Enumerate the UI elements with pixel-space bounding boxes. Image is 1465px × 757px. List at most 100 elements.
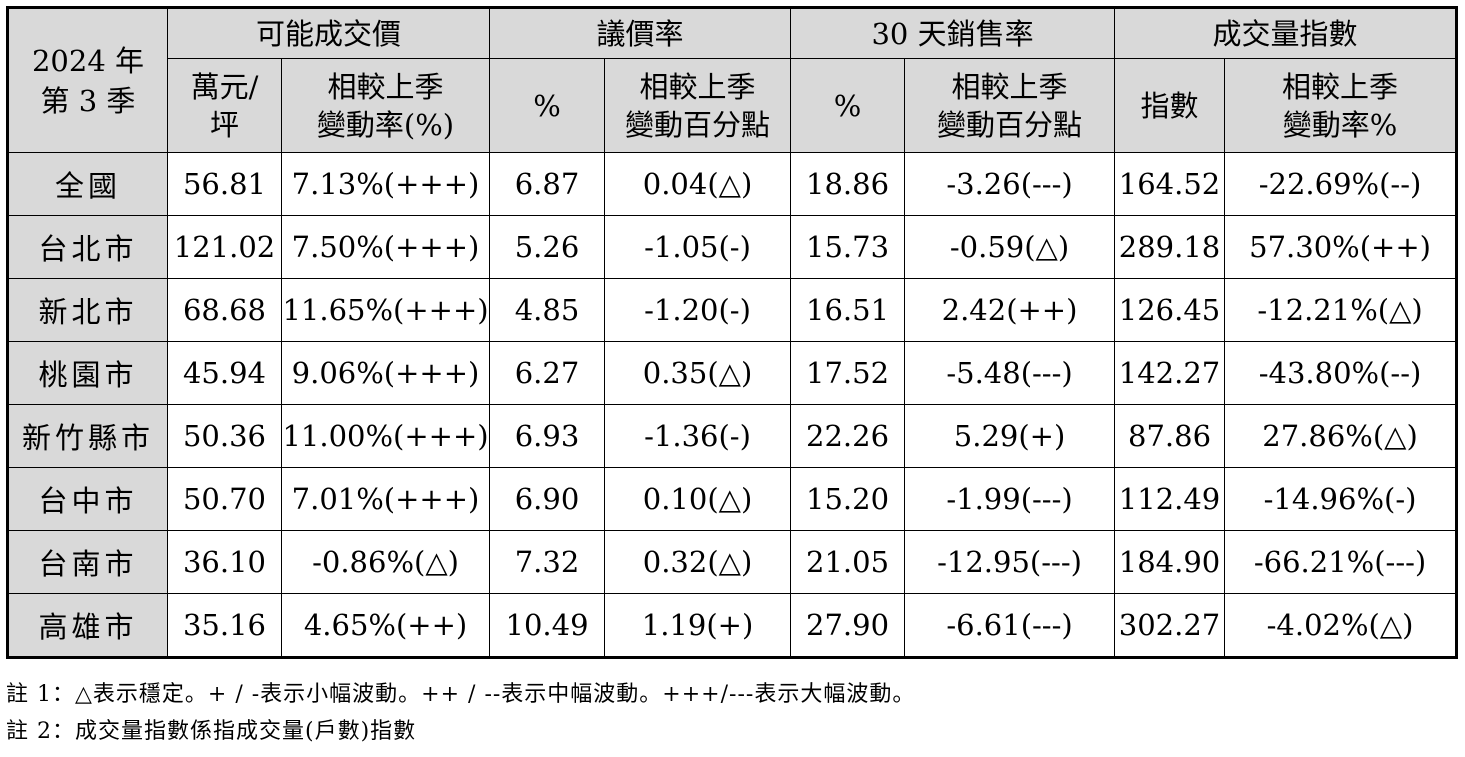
cell-sales-rate: 15.73: [790, 215, 906, 279]
cell-volume-change-rate: -12.21%(△): [1224, 278, 1458, 342]
cell-sales-change: -0.59(△): [904, 215, 1116, 279]
region-cell: 台北市: [7, 215, 168, 279]
group-header-bargain-rate: 議價率: [489, 7, 792, 59]
cell-bargain-rate: 6.90: [489, 467, 606, 531]
table-body: 全國 56.81 7.13%(+++) 6.87 0.04(△) 18.86 -3.26(-…: [7, 152, 1458, 658]
cell-volume-change-rate: -4.02%(△): [1224, 593, 1458, 658]
cell-price-per-ping: 50.36: [167, 404, 282, 468]
sub-header-price-unit: 萬元/ 坪: [167, 58, 282, 153]
table-row: 高雄市 35.16 4.65%(++) 10.49 1.19(+) 27.90 -6.61(…: [7, 593, 1458, 658]
footnote-1: 註 1：△表示穩定。+ / -表示小幅波動。++ / --表示中幅波動。+++/…: [6, 682, 916, 707]
cell-bargain-change: 0.10(△): [604, 467, 792, 531]
sub-header-row: 萬元/ 坪 相較上季 變動率(%) % 相較上季 變動百分點 %: [8, 58, 1458, 153]
cell-price-per-ping: 121.02: [167, 215, 282, 279]
cell-price-change-rate: 7.50%(+++): [280, 215, 491, 279]
cell-volume-index: 302.27: [1114, 593, 1226, 658]
cell-price-change-rate: 7.13%(+++): [280, 152, 491, 216]
cell-sales-rate: 16.51: [790, 278, 906, 342]
housing-market-table-container: 2024 年 第 3 季 可能成交價 議價率 30 天銷售率 成交量指數 萬元/…: [6, 6, 1459, 659]
cell-bargain-rate: 6.87: [489, 152, 606, 216]
corner-header-year: 2024 年: [31, 43, 145, 78]
cell-sales-change: -12.95(---): [904, 530, 1116, 594]
group-header-30day-sales-rate: 30 天銷售率: [790, 7, 1116, 59]
cell-sales-change: -5.48(---): [904, 341, 1116, 405]
cell-price-change-rate: -0.86%(△): [280, 530, 491, 594]
table-row: 台北市 121.02 7.50%(+++) 5.26 -1.05(-) 15.73 -0.5…: [7, 215, 1458, 279]
cell-volume-change-rate: -14.96%(-): [1224, 467, 1458, 531]
cell-sales-rate: 22.26: [790, 404, 906, 468]
sub-header-bargain-change: 相較上季 變動百分點: [604, 58, 792, 153]
cell-volume-index: 126.45: [1114, 278, 1226, 342]
region-cell: 新北市: [7, 278, 168, 342]
cell-bargain-rate: 6.27: [489, 341, 606, 405]
cell-volume-index: 184.90: [1114, 530, 1226, 594]
cell-price-change-rate: 11.65%(+++): [280, 278, 491, 342]
sub-header-index: 指數: [1114, 58, 1226, 153]
table-row: 全國 56.81 7.13%(+++) 6.87 0.04(△) 18.86 -3.26(-…: [7, 152, 1458, 216]
cell-price-change-rate: 7.01%(+++): [280, 467, 491, 531]
group-header-row: 2024 年 第 3 季 可能成交價 議價率 30 天銷售率 成交量指數: [7, 7, 1458, 153]
cell-sales-change: -6.61(---): [904, 593, 1116, 658]
cell-volume-change-rate: -43.80%(--): [1224, 341, 1458, 405]
cell-volume-change-rate: -22.69%(--): [1224, 152, 1458, 216]
group-header-volume-index: 成交量指數: [1114, 7, 1458, 59]
table-row: 新竹縣市 50.36 11.00%(+++) 6.93 -1.36(-) 22.26 5.2…: [7, 404, 1458, 468]
cell-sales-change: 5.29(+): [904, 404, 1116, 468]
sub-header-index-change: 相較上季 變動率%: [1224, 58, 1458, 153]
cell-sales-rate: 15.20: [790, 467, 906, 531]
cell-price-change-rate: 11.00%(+++): [280, 404, 491, 468]
cell-sales-rate: 17.52: [790, 341, 906, 405]
cell-sales-rate: 21.05: [790, 530, 906, 594]
cell-price-per-ping: 68.68: [167, 278, 282, 342]
cell-bargain-change: -1.20(-): [604, 278, 792, 342]
cell-sales-rate: 18.86: [790, 152, 906, 216]
corner-header-period: 2024 年 第 3 季: [7, 7, 168, 153]
cell-sales-change: -3.26(---): [904, 152, 1116, 216]
housing-market-table: 2024 年 第 3 季 可能成交價 議價率 30 天銷售率 成交量指數 萬元/…: [6, 6, 1459, 659]
region-cell: 桃園市: [7, 341, 168, 405]
footnote-2: 註 2：成交量指數係指成交量(戶數)指數: [6, 719, 417, 744]
cell-volume-index: 164.52: [1114, 152, 1226, 216]
cell-bargain-rate: 4.85: [489, 278, 606, 342]
corner-header-quarter: 第 3 季: [40, 83, 136, 118]
region-cell: 高雄市: [7, 593, 168, 658]
cell-bargain-change: -1.05(-): [604, 215, 792, 279]
cell-price-per-ping: 56.81: [167, 152, 282, 216]
cell-bargain-change: -1.36(-): [604, 404, 792, 468]
cell-sales-change: 2.42(++): [904, 278, 1116, 342]
cell-price-per-ping: 36.10: [167, 530, 282, 594]
cell-volume-index: 142.27: [1114, 341, 1226, 405]
cell-bargain-rate: 10.49: [489, 593, 606, 658]
cell-price-change-rate: 4.65%(++): [280, 593, 491, 658]
sub-header-price-change: 相較上季 變動率(%): [280, 58, 491, 153]
cell-volume-index: 87.86: [1114, 404, 1226, 468]
cell-bargain-change: 0.04(△): [604, 152, 792, 216]
region-cell: 台南市: [7, 530, 168, 594]
cell-volume-change-rate: -66.21%(---): [1224, 530, 1458, 594]
cell-bargain-rate: 5.26: [489, 215, 606, 279]
sub-header-sales-change: 相較上季 變動百分點: [904, 58, 1116, 153]
region-cell: 全國: [7, 152, 168, 216]
cell-bargain-change: 1.19(+): [604, 593, 792, 658]
cell-volume-index: 112.49: [1114, 467, 1226, 531]
table-row: 桃園市 45.94 9.06%(+++) 6.27 0.35(△) 17.52 -5.48(…: [7, 341, 1458, 405]
cell-price-per-ping: 50.70: [167, 467, 282, 531]
cell-bargain-rate: 7.32: [489, 530, 606, 594]
cell-bargain-change: 0.32(△): [604, 530, 792, 594]
cell-price-change-rate: 9.06%(+++): [280, 341, 491, 405]
cell-bargain-rate: 6.93: [489, 404, 606, 468]
cell-bargain-change: 0.35(△): [604, 341, 792, 405]
region-cell: 台中市: [7, 467, 168, 531]
footnotes: 註 1：△表示穩定。+ / -表示小幅波動。++ / --表示中幅波動。+++/…: [6, 676, 915, 750]
cell-price-per-ping: 35.16: [167, 593, 282, 658]
table-row: 新北市 68.68 11.65%(+++) 4.85 -1.20(-) 16.51 2.42…: [7, 278, 1458, 342]
sub-header-sales-percent: %: [790, 58, 906, 153]
group-header-price: 可能成交價: [166, 7, 491, 59]
table-row: 台南市 36.10 -0.86%(△) 7.32 0.32(△) 21.05 -12.95(…: [7, 530, 1458, 594]
cell-volume-change-rate: 57.30%(++): [1224, 215, 1458, 279]
cell-sales-rate: 27.90: [790, 593, 906, 658]
sub-header-bargain-percent: %: [489, 58, 606, 153]
region-cell: 新竹縣市: [7, 404, 168, 468]
table-row: 台中市 50.70 7.01%(+++) 6.90 0.10(△) 15.20 -1.99(…: [7, 467, 1458, 531]
cell-sales-change: -1.99(---): [904, 467, 1116, 531]
